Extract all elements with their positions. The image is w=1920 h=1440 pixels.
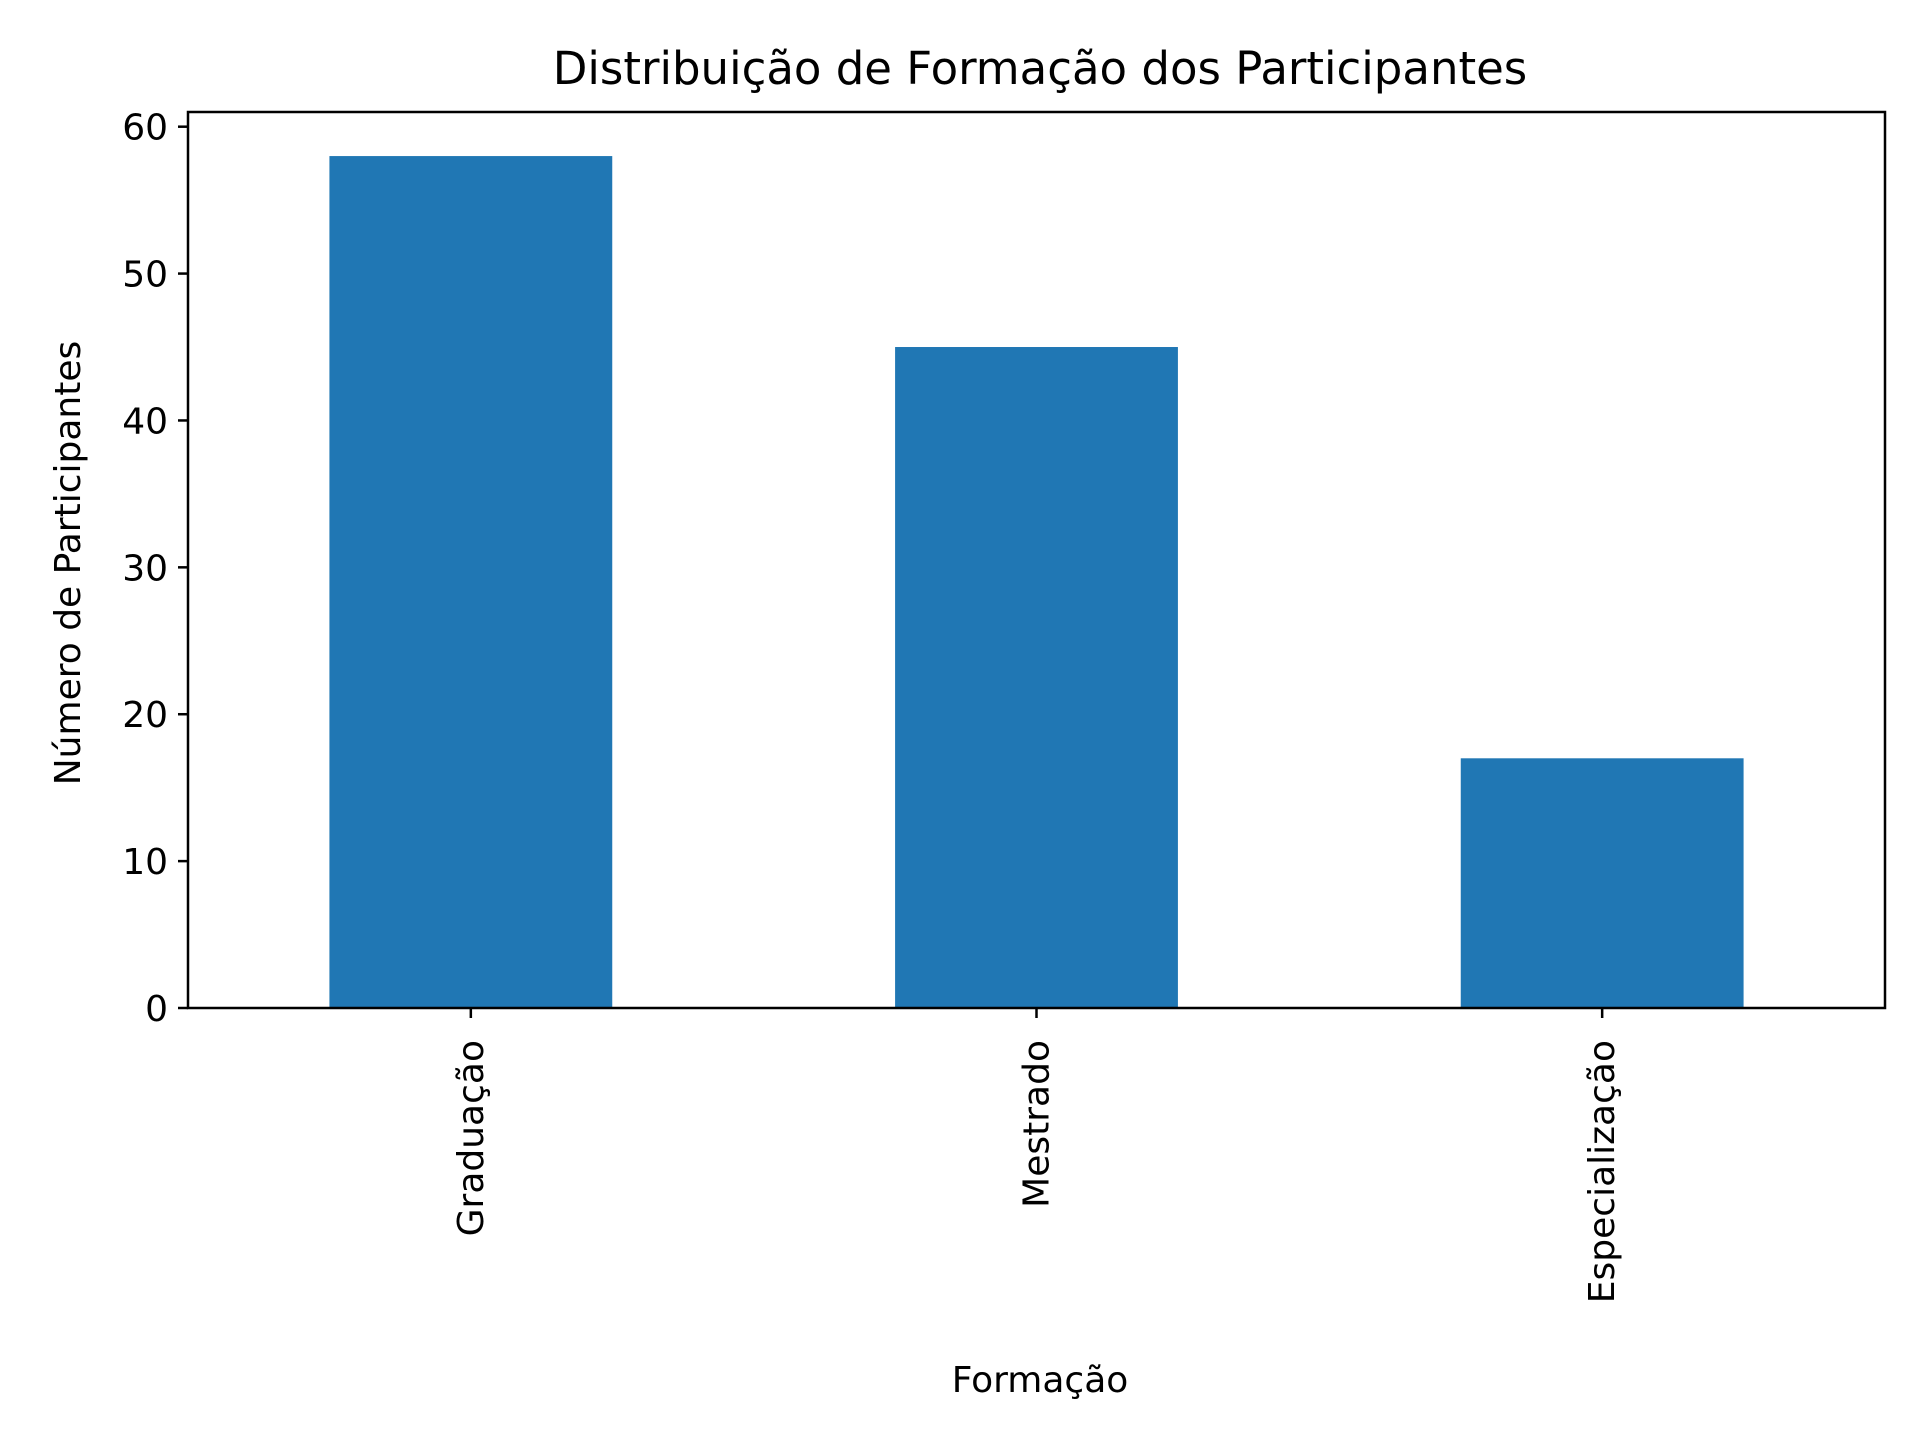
y-tick-label-5: 50 (122, 255, 168, 296)
bars-layer (329, 156, 1744, 1009)
x-tick-label-0: Graduação (451, 1040, 492, 1236)
y-tick-label-2: 20 (122, 695, 168, 736)
y-tick-label-6: 60 (122, 108, 168, 149)
y-axis-label: Número de Participantes (48, 341, 89, 786)
y-tick-label-1: 10 (122, 842, 168, 883)
plot-frame (186, 110, 1887, 1010)
y-tick-label-0: 0 (145, 989, 168, 1030)
y-tick-label-3: 30 (122, 548, 168, 589)
x-axis: Graduação Mestrado Especialização (451, 1008, 1623, 1303)
bar-0 (329, 156, 613, 1009)
bar-1 (895, 347, 1178, 1009)
x-tick-label-1: Mestrado (1017, 1040, 1058, 1208)
x-axis-label: Formação (952, 1360, 1129, 1401)
y-tick-label-4: 40 (122, 401, 168, 442)
bar-2 (1460, 758, 1744, 1008)
x-tick-label-2: Especialização (1582, 1040, 1623, 1303)
y-axis: 0 10 20 30 40 50 60 (122, 108, 188, 1030)
chart-title: Distribuição de Formação dos Participant… (553, 42, 1528, 95)
